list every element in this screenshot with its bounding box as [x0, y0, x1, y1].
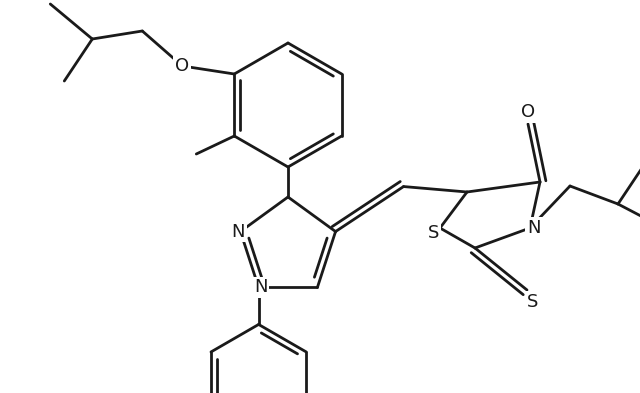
Text: S: S: [527, 293, 539, 311]
Text: O: O: [175, 57, 189, 75]
Text: N: N: [232, 222, 245, 241]
Text: N: N: [527, 219, 541, 237]
Text: S: S: [428, 224, 440, 242]
Text: N: N: [254, 279, 268, 296]
Text: O: O: [521, 103, 535, 121]
